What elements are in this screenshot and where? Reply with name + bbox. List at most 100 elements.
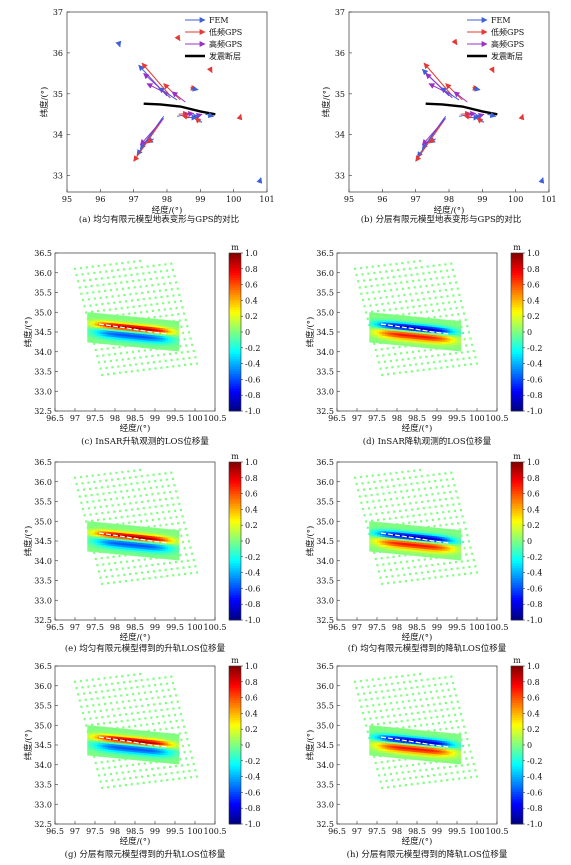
los-sample-cell — [141, 343, 146, 346]
los-sample-cell — [152, 555, 156, 559]
x-tick-label: 98 — [392, 623, 402, 632]
los-sample-cell — [170, 733, 174, 737]
los-sample-point — [394, 561, 397, 565]
los-sample-cell — [395, 316, 399, 320]
los-sample-cell — [405, 317, 410, 321]
los-sample-cell — [149, 336, 154, 339]
los-sample-cell — [123, 319, 128, 323]
los-sample-cell — [408, 539, 412, 542]
los-sample-cell — [436, 322, 441, 326]
los-sample-point — [407, 495, 410, 499]
los-sample-cell — [447, 320, 451, 323]
los-sample-cell — [154, 541, 159, 545]
los-sample-cell — [413, 551, 417, 554]
los-sample-cell — [121, 540, 125, 544]
los-sample-cell — [170, 745, 174, 748]
los-sample-point — [143, 349, 146, 352]
los-sample-cell — [426, 546, 430, 550]
los-sample-cell — [434, 529, 438, 533]
los-sample-point — [128, 312, 131, 315]
colorbar-segment — [511, 538, 523, 542]
los-sample-cell — [105, 540, 109, 544]
colorbar-segment — [229, 469, 241, 473]
los-sample-cell — [110, 320, 115, 324]
los-sample-cell — [400, 536, 404, 539]
los-sample-cell — [175, 332, 180, 336]
los-sample-cell — [382, 327, 386, 331]
los-sample-point — [163, 695, 166, 698]
los-sample-cell — [173, 739, 177, 743]
los-sample-cell — [410, 332, 415, 335]
los-sample-point — [380, 348, 383, 351]
los-sample-cell — [97, 752, 102, 755]
los-sample-cell — [439, 337, 443, 340]
los-sample-point — [176, 700, 179, 703]
los-sample-cell — [384, 528, 389, 532]
los-sample-cell — [149, 344, 154, 347]
los-sample-cell — [121, 524, 125, 528]
los-sample-cell — [421, 534, 425, 537]
colorbar-segment — [511, 408, 523, 412]
los-sample-point — [176, 771, 179, 774]
los-sample-point — [154, 479, 157, 483]
los-sample-cell — [110, 745, 115, 749]
los-sample-cell — [423, 530, 428, 534]
los-sample-cell — [170, 545, 174, 548]
los-sample-cell — [395, 326, 399, 330]
los-sample-cell — [392, 527, 397, 531]
los-sample-cell — [170, 338, 174, 341]
los-sample-point — [116, 477, 120, 481]
los-sample-point — [383, 473, 386, 476]
y-tick-label: 35.5 — [316, 289, 334, 298]
colorbar-segment — [229, 683, 241, 687]
los-sample-cell — [152, 749, 156, 753]
los-sample-point — [471, 552, 474, 555]
los-sample-cell — [455, 557, 459, 561]
los-sample-point — [376, 355, 379, 358]
los-sample-cell — [157, 532, 161, 535]
los-sample-point — [105, 270, 108, 273]
los-sample-cell — [92, 741, 96, 745]
los-sample-point — [388, 491, 391, 495]
los-sample-cell — [108, 741, 112, 744]
los-sample-point — [194, 565, 197, 568]
los-sample-cell — [423, 321, 428, 325]
los-sample-point — [169, 516, 172, 519]
los-sample-cell — [126, 750, 130, 754]
los-sample-cell — [126, 535, 130, 538]
los-sample-cell — [92, 537, 96, 541]
los-sample-point — [175, 490, 178, 493]
los-sample-point — [375, 303, 378, 306]
los-sample-cell — [105, 542, 109, 546]
los-sample-point — [128, 725, 131, 728]
los-sample-point — [114, 352, 117, 356]
los-sample-cell — [442, 546, 446, 549]
colorbar-segment — [511, 364, 523, 367]
los-sample-point — [121, 771, 124, 774]
colorbar-segment — [229, 403, 241, 407]
los-sample-cell — [136, 736, 141, 739]
los-sample-point — [170, 288, 173, 291]
los-sample-cell — [100, 341, 104, 344]
los-sample-point — [427, 500, 430, 503]
los-sample-cell — [115, 755, 120, 759]
los-sample-cell — [97, 548, 102, 551]
los-sample-point — [125, 351, 129, 354]
los-sample-point — [166, 504, 169, 507]
los-sample-cell — [126, 756, 130, 760]
los-sample-cell — [377, 338, 381, 342]
los-sample-cell — [165, 538, 169, 542]
los-sample-cell — [447, 542, 451, 546]
los-sample-cell — [369, 314, 373, 317]
los-sample-point — [358, 286, 361, 289]
los-sample-point — [98, 499, 101, 502]
colorbar-tick-label: -0.6 — [245, 584, 260, 593]
los-sample-cell — [444, 341, 449, 345]
los-sample-point — [150, 303, 153, 306]
los-sample-cell — [442, 319, 446, 323]
los-sample-point — [160, 779, 163, 782]
los-sample-cell — [97, 522, 102, 525]
los-sample-cell — [173, 755, 177, 759]
los-sample-cell — [92, 318, 96, 322]
colorbar-segment — [511, 508, 523, 512]
